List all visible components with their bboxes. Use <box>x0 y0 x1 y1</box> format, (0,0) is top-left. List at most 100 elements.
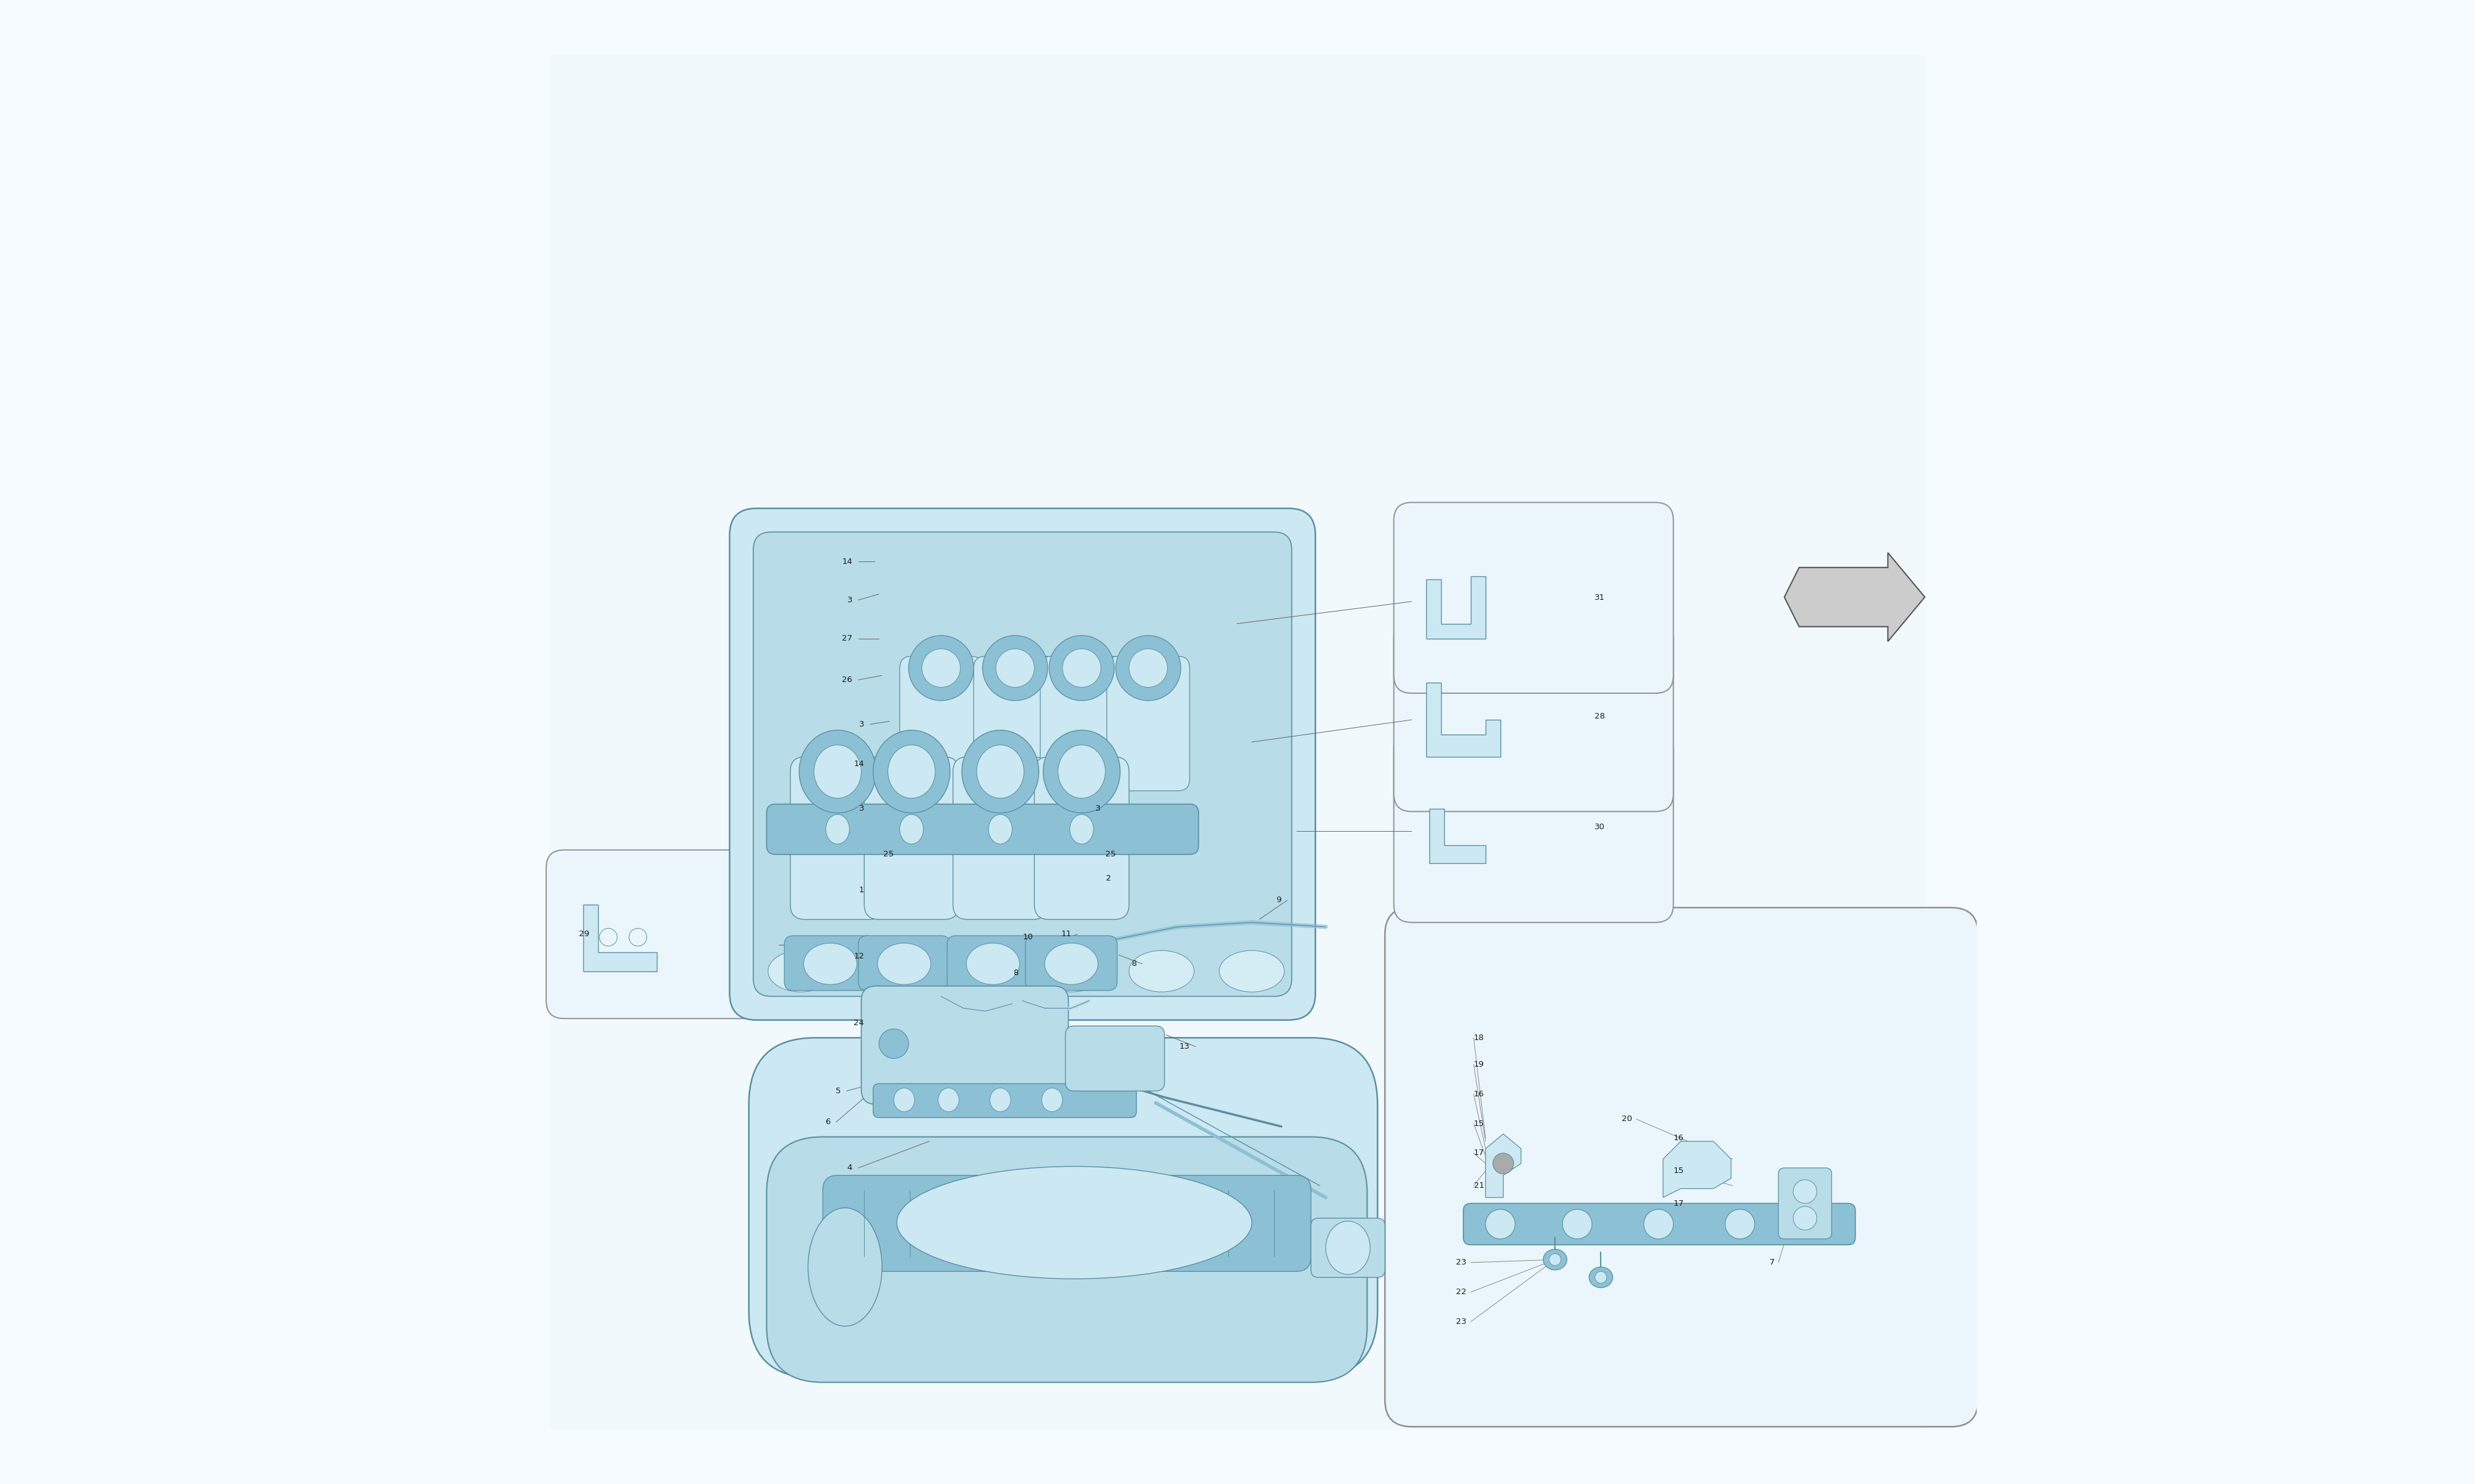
Ellipse shape <box>1588 1267 1613 1288</box>
Ellipse shape <box>896 1166 1252 1279</box>
Ellipse shape <box>873 730 950 813</box>
FancyBboxPatch shape <box>1066 1025 1165 1091</box>
Text: 7: 7 <box>1769 1258 1774 1266</box>
Text: 3: 3 <box>846 597 854 604</box>
FancyBboxPatch shape <box>1034 757 1128 920</box>
Ellipse shape <box>767 951 834 991</box>
Text: 26: 26 <box>841 675 854 684</box>
FancyBboxPatch shape <box>1462 1204 1856 1245</box>
Ellipse shape <box>858 951 923 991</box>
Ellipse shape <box>938 1088 960 1112</box>
Text: 14: 14 <box>854 760 863 769</box>
Text: 29: 29 <box>579 930 589 938</box>
Text: 4: 4 <box>846 1163 854 1172</box>
Ellipse shape <box>977 745 1024 798</box>
Text: 3: 3 <box>858 720 863 729</box>
FancyBboxPatch shape <box>975 656 1056 791</box>
Text: 18: 18 <box>1475 1034 1484 1042</box>
Ellipse shape <box>1069 815 1094 844</box>
Ellipse shape <box>1544 1250 1566 1270</box>
FancyBboxPatch shape <box>952 757 1047 920</box>
FancyBboxPatch shape <box>784 936 876 990</box>
Ellipse shape <box>804 944 856 984</box>
Text: 9: 9 <box>1277 896 1282 904</box>
Polygon shape <box>1430 809 1484 864</box>
FancyBboxPatch shape <box>547 850 797 1018</box>
Ellipse shape <box>1128 951 1195 991</box>
Text: 8: 8 <box>1012 969 1019 976</box>
Text: 14: 14 <box>841 558 854 565</box>
Ellipse shape <box>1116 635 1180 700</box>
Ellipse shape <box>1794 1206 1816 1230</box>
Text: 22: 22 <box>1455 1288 1467 1296</box>
FancyBboxPatch shape <box>1393 620 1672 812</box>
Ellipse shape <box>809 1208 881 1327</box>
Polygon shape <box>1484 1134 1522 1198</box>
FancyBboxPatch shape <box>948 936 1039 990</box>
Ellipse shape <box>1049 635 1113 700</box>
Text: 25: 25 <box>1106 850 1116 858</box>
FancyBboxPatch shape <box>1393 503 1672 693</box>
FancyBboxPatch shape <box>1311 1218 1385 1278</box>
Ellipse shape <box>1061 649 1101 687</box>
FancyBboxPatch shape <box>858 936 950 990</box>
Ellipse shape <box>1724 1209 1754 1239</box>
FancyBboxPatch shape <box>549 55 1925 1429</box>
Ellipse shape <box>826 815 849 844</box>
Ellipse shape <box>901 815 923 844</box>
FancyBboxPatch shape <box>861 985 1069 1104</box>
Ellipse shape <box>962 730 1039 813</box>
Ellipse shape <box>814 745 861 798</box>
Ellipse shape <box>1042 1088 1061 1112</box>
FancyBboxPatch shape <box>1039 656 1123 791</box>
Ellipse shape <box>967 944 1019 984</box>
Ellipse shape <box>1220 951 1284 991</box>
Text: 23: 23 <box>1455 1318 1467 1325</box>
Text: 17: 17 <box>1672 1199 1685 1208</box>
Ellipse shape <box>1596 1272 1606 1284</box>
Text: 30: 30 <box>1596 824 1606 831</box>
Polygon shape <box>1784 552 1925 641</box>
FancyBboxPatch shape <box>1779 1168 1831 1239</box>
Text: 16: 16 <box>1672 1134 1685 1143</box>
Ellipse shape <box>1326 1221 1371 1275</box>
Text: 10: 10 <box>1022 933 1032 941</box>
FancyBboxPatch shape <box>752 531 1291 996</box>
Ellipse shape <box>997 649 1034 687</box>
Ellipse shape <box>799 730 876 813</box>
Text: 21: 21 <box>1475 1181 1484 1190</box>
Ellipse shape <box>1794 1180 1816 1204</box>
Text: 8: 8 <box>1131 960 1136 968</box>
FancyBboxPatch shape <box>824 1175 1311 1272</box>
Ellipse shape <box>982 635 1047 700</box>
FancyBboxPatch shape <box>863 757 960 920</box>
FancyBboxPatch shape <box>901 656 982 791</box>
Ellipse shape <box>948 951 1014 991</box>
Ellipse shape <box>893 1088 915 1112</box>
Ellipse shape <box>628 929 646 947</box>
Text: 25: 25 <box>883 850 893 858</box>
FancyBboxPatch shape <box>730 509 1316 1020</box>
FancyBboxPatch shape <box>767 1137 1368 1382</box>
Text: 19: 19 <box>1475 1061 1484 1068</box>
Ellipse shape <box>888 745 935 798</box>
FancyBboxPatch shape <box>1393 732 1672 923</box>
Text: 20: 20 <box>1620 1114 1633 1123</box>
FancyBboxPatch shape <box>789 757 886 920</box>
Ellipse shape <box>1044 944 1098 984</box>
Ellipse shape <box>1128 649 1168 687</box>
Ellipse shape <box>599 929 616 947</box>
Text: 31: 31 <box>1596 594 1606 603</box>
FancyBboxPatch shape <box>873 1083 1136 1117</box>
Ellipse shape <box>1059 745 1106 798</box>
Text: 2: 2 <box>1106 874 1111 881</box>
Text: 6: 6 <box>824 1117 831 1126</box>
Ellipse shape <box>1643 1209 1672 1239</box>
Polygon shape <box>584 905 658 971</box>
Text: 16: 16 <box>1475 1089 1484 1098</box>
Ellipse shape <box>923 649 960 687</box>
Ellipse shape <box>1484 1209 1514 1239</box>
Ellipse shape <box>990 815 1012 844</box>
Text: 3: 3 <box>858 804 863 813</box>
Text: 3: 3 <box>1096 804 1101 813</box>
